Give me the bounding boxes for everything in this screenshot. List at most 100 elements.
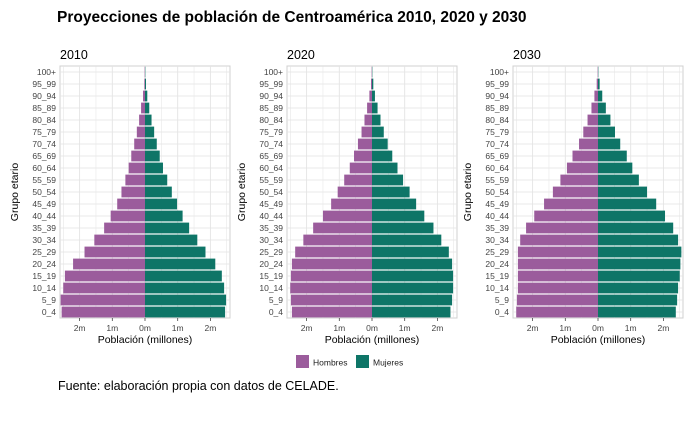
bar-hombres-75_79 [583,126,598,138]
bar-hombres-20_24 [517,258,598,270]
bar-mujeres-95_99 [598,78,600,90]
y-tick-label: 60_64 [259,163,283,173]
bar-mujeres-95_99 [145,78,146,90]
bar-hombres-75_79 [361,126,372,138]
x-tick-label: 0m [592,323,604,333]
y-axis-title: Grupo etario [236,163,248,222]
y-tick-label: 60_64 [32,163,56,173]
bar-mujeres-20_24 [372,258,453,270]
y-tick-label: 10_14 [259,283,283,293]
bar-hombres-15_19 [64,270,145,282]
bar-hombres-40_44 [322,210,372,222]
bar-hombres-5_9 [60,294,145,306]
bar-hombres-85_89 [367,102,372,114]
bar-mujeres-15_19 [598,270,680,282]
bar-mujeres-0_4 [145,306,226,318]
y-tick-label: 65_69 [32,151,56,161]
x-tick-label: 2m [301,323,313,333]
bar-hombres-45_49 [544,198,598,210]
y-tick-label: 10_14 [32,283,56,293]
bar-mujeres-15_19 [145,270,222,282]
x-tick-label: 2m [204,323,216,333]
bar-mujeres-40_44 [145,210,183,222]
bar-mujeres-65_69 [598,150,627,162]
bar-hombres-60_64 [128,162,145,174]
x-tick-label: 1m [399,323,411,333]
legend-label-mujeres: Mujeres [373,358,403,368]
bar-hombres-25_29 [295,246,372,258]
y-tick-label: 20_24 [485,259,509,269]
y-tick-label: 25_29 [32,247,56,257]
y-tick-label: 70_74 [32,139,56,149]
y-tick-label: 40_44 [485,211,509,221]
bar-mujeres-60_64 [598,162,633,174]
y-tick-label: 55_59 [485,175,509,185]
bar-hombres-10_14 [63,282,146,294]
y-tick-label: 30_34 [259,235,283,245]
y-tick-label: 95_99 [259,79,283,89]
bar-mujeres-35_39 [145,222,190,234]
bar-hombres-80_84 [139,114,145,126]
y-tick-label: 45_49 [485,199,509,209]
x-tick-label: 1m [106,323,118,333]
bar-mujeres-35_39 [372,222,434,234]
bar-mujeres-95_99 [372,78,374,90]
bar-hombres-50_54 [337,186,372,198]
bar-hombres-65_69 [572,150,598,162]
source-caption: Fuente: elaboración propia con datos de … [58,379,339,393]
bar-mujeres-65_69 [372,150,393,162]
y-tick-label: 0_4 [495,307,509,317]
bar-hombres-20_24 [73,258,145,270]
bar-mujeres-10_14 [372,282,454,294]
bar-hombres-55_59 [560,174,598,186]
bar-hombres-80_84 [587,114,598,126]
x-axis-title: Población (millones) [98,334,193,346]
y-tick-label: 75_79 [485,127,509,137]
bar-mujeres-10_14 [598,282,679,294]
bar-hombres-60_64 [349,162,372,174]
y-tick-label: 65_69 [259,151,283,161]
bar-hombres-90_94 [594,90,598,102]
y-tick-label: 30_34 [485,235,509,245]
bar-mujeres-20_24 [145,258,216,270]
chart-title: Proyecciones de población de Centroaméri… [57,9,527,26]
bar-mujeres-55_59 [145,174,168,186]
bar-mujeres-45_49 [598,198,657,210]
bar-hombres-55_59 [344,174,372,186]
bar-mujeres-5_9 [372,294,453,306]
bar-mujeres-50_54 [145,186,172,198]
bar-mujeres-25_29 [372,246,449,258]
bar-hombres-85_89 [141,102,145,114]
legend-label-hombres: Hombres [313,358,347,368]
bar-hombres-30_34 [303,234,372,246]
bar-mujeres-60_64 [145,162,163,174]
bar-hombres-90_94 [369,90,372,102]
bar-hombres-20_24 [291,258,372,270]
y-tick-label: 35_39 [485,223,509,233]
bar-mujeres-85_89 [372,102,378,114]
y-tick-label: 15_19 [32,271,56,281]
bar-mujeres-35_39 [598,222,674,234]
y-tick-label: 50_54 [259,187,283,197]
x-tick-label: 2m [657,323,669,333]
bar-hombres-45_49 [331,198,372,210]
bar-mujeres-55_59 [598,174,639,186]
bar-mujeres-5_9 [145,294,227,306]
bar-hombres-85_89 [591,102,598,114]
bar-hombres-90_94 [143,90,145,102]
y-tick-label: 50_54 [485,187,509,197]
bar-mujeres-75_79 [598,126,615,138]
bar-mujeres-50_54 [372,186,410,198]
bar-hombres-95_99 [144,78,145,90]
y-tick-label: 80_84 [485,115,509,125]
y-tick-label: 30_34 [32,235,56,245]
bar-hombres-10_14 [517,282,598,294]
bar-mujeres-40_44 [372,210,425,222]
y-tick-label: 75_79 [259,127,283,137]
y-tick-label: 95_99 [485,79,509,89]
y-tick-label: 85_89 [32,103,56,113]
y-tick-label: 25_29 [485,247,509,257]
y-tick-label: 80_84 [259,115,283,125]
bar-hombres-10_14 [290,282,372,294]
